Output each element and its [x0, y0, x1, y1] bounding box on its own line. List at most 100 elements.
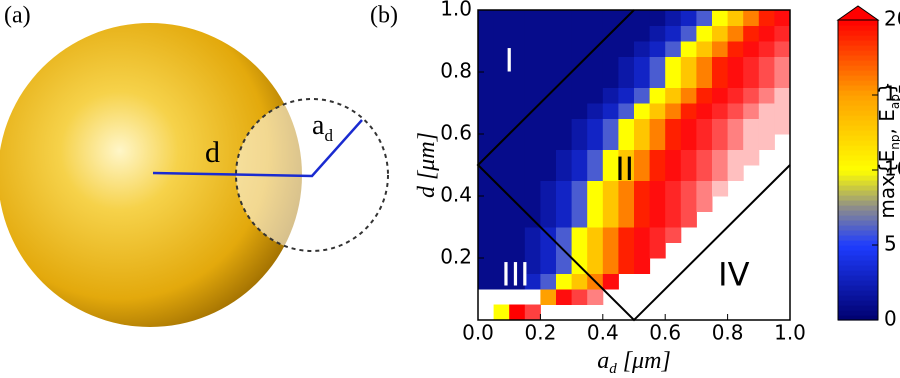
cell: [602, 103, 619, 119]
cell: [540, 149, 557, 166]
cell: [524, 118, 541, 135]
colorbar-segment: [838, 200, 878, 206]
colorbar-label: max{Enp, Eap}: [875, 81, 900, 218]
colorbar-segment: [838, 40, 878, 46]
cell: [571, 25, 588, 42]
cell: [556, 134, 573, 150]
cell: [540, 196, 557, 212]
colorbar-segment: [838, 100, 878, 106]
cell: [478, 56, 495, 73]
colorbar-segment: [838, 280, 878, 286]
cell: [556, 165, 573, 181]
colorbar-segment: [838, 275, 878, 281]
cell: [571, 180, 588, 197]
cell: [665, 72, 682, 88]
cell: [618, 196, 635, 212]
cell: [602, 72, 619, 88]
cell: [680, 10, 697, 26]
cell: [649, 196, 666, 212]
cell: [587, 289, 604, 305]
cell: [478, 41, 495, 57]
cell: [540, 242, 557, 259]
cell: [634, 41, 651, 57]
cell: [649, 134, 666, 150]
cell: [587, 134, 604, 150]
cell: [712, 103, 729, 119]
label-part: max{E: [875, 150, 899, 219]
label-part: np: [888, 134, 900, 149]
cell: [618, 56, 635, 73]
cell: [680, 103, 697, 119]
cell: [634, 165, 651, 181]
colorbar-segment: [838, 160, 878, 166]
cell: [478, 258, 495, 274]
cell: [618, 41, 635, 57]
cell: [665, 149, 682, 166]
cell: [524, 304, 541, 321]
cell: [618, 227, 635, 243]
cell: [727, 56, 744, 73]
cell: [540, 41, 557, 57]
cell: [509, 273, 526, 290]
cell: [696, 196, 713, 212]
cell: [524, 227, 541, 243]
cell: [509, 304, 526, 321]
colorbar-segment: [838, 285, 878, 291]
colorbar-segment: [838, 60, 878, 66]
cell: [524, 41, 541, 57]
cell: [571, 227, 588, 243]
cell: [524, 242, 541, 259]
cell: [712, 165, 729, 181]
cell: [696, 41, 713, 57]
cell: [556, 56, 573, 73]
cell: [696, 149, 713, 166]
cell: [587, 56, 604, 73]
cell: [493, 273, 510, 290]
cell: [587, 196, 604, 212]
cell: [634, 103, 651, 119]
colorbar-segment: [838, 245, 878, 251]
cell: [509, 258, 526, 274]
cell: [587, 211, 604, 228]
cell: [634, 87, 651, 104]
cell: [649, 103, 666, 119]
cell: [665, 25, 682, 42]
cell: [634, 242, 651, 259]
cell: [556, 227, 573, 243]
cell: [712, 72, 729, 88]
colorbar-segment: [838, 290, 878, 296]
x-tick-label: 0.6: [649, 321, 681, 345]
colorbar-segment: [838, 305, 878, 311]
y-tick-label: 0.4: [440, 183, 472, 207]
cell: [493, 10, 510, 26]
cell: [649, 211, 666, 228]
colorbar-segment: [838, 235, 878, 241]
cell: [665, 180, 682, 197]
cell: [493, 56, 510, 73]
cell: [696, 25, 713, 42]
cell: [680, 87, 697, 104]
cell: [649, 10, 666, 26]
label-part: [μm]: [414, 132, 440, 186]
cell: [571, 165, 588, 181]
cell: [540, 56, 557, 73]
cell: [618, 87, 635, 104]
label-part: d: [324, 126, 333, 145]
cell: [618, 165, 635, 181]
label-part: }: [875, 81, 899, 94]
cell: [665, 165, 682, 181]
cell: [649, 41, 666, 57]
cell: [743, 149, 760, 166]
cell: [478, 72, 495, 88]
cell: [680, 180, 697, 197]
cell: [727, 41, 744, 57]
cell: [758, 25, 775, 42]
cell: [696, 103, 713, 119]
cell: [618, 25, 635, 42]
cell: [478, 196, 495, 212]
colorbar-segment: [838, 145, 878, 151]
cell: [509, 72, 526, 88]
cell: [727, 25, 744, 42]
region-label: III: [501, 256, 529, 294]
cell: [493, 258, 510, 274]
